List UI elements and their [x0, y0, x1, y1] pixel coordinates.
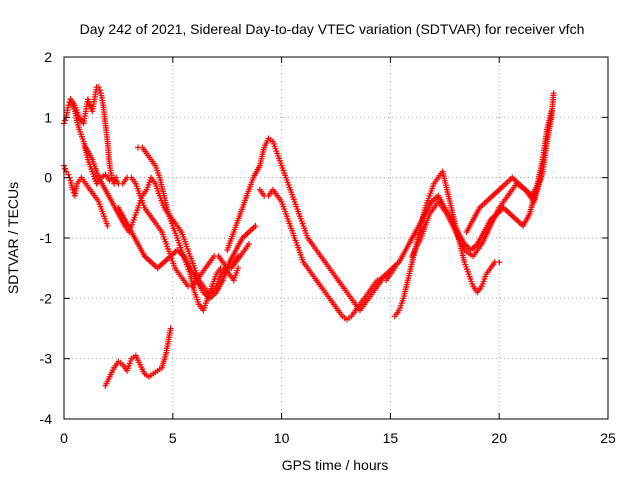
series-track-13	[102, 325, 174, 389]
x-tick-label: 25	[600, 430, 616, 446]
axis-ticks: 0 5 10 15 20 25 -4 -3 -2 -1 0 1 2	[40, 49, 616, 446]
data-points	[61, 84, 557, 389]
y-tick-label: -3	[40, 351, 53, 367]
x-tick-label: 15	[383, 430, 399, 446]
series-markers	[224, 135, 398, 314]
series-markers	[256, 186, 381, 323]
x-tick-label: 5	[169, 430, 177, 446]
y-tick-label: -1	[40, 230, 53, 246]
x-tick-label: 10	[274, 430, 290, 446]
series-track-7	[224, 135, 398, 314]
series-markers	[82, 144, 242, 296]
series-markers	[102, 325, 174, 389]
y-tick-label: 2	[44, 49, 52, 65]
y-tick-label: -4	[40, 411, 53, 427]
y-tick-label: 0	[44, 170, 52, 186]
x-tick-label: 0	[60, 430, 68, 446]
series-markers	[409, 90, 557, 260]
series-markers	[463, 168, 546, 235]
grid	[64, 57, 608, 419]
series-track-11	[409, 90, 557, 260]
series-markers	[115, 204, 259, 302]
series-track-4	[82, 144, 242, 296]
series-markers	[134, 144, 242, 314]
series-track-6	[115, 204, 259, 302]
x-tick-label: 20	[491, 430, 507, 446]
chart-title: Day 242 of 2021, Sidereal Day-to-day VTE…	[80, 21, 585, 37]
y-axis-label: SDTVAR / TECUs	[5, 182, 21, 294]
series-track-8	[256, 186, 381, 323]
series-track-12	[463, 168, 546, 235]
y-tick-label: -2	[40, 290, 53, 306]
x-axis-label: GPS time / hours	[282, 457, 389, 473]
series-track-5	[134, 144, 242, 314]
y-tick-label: 1	[44, 109, 52, 125]
